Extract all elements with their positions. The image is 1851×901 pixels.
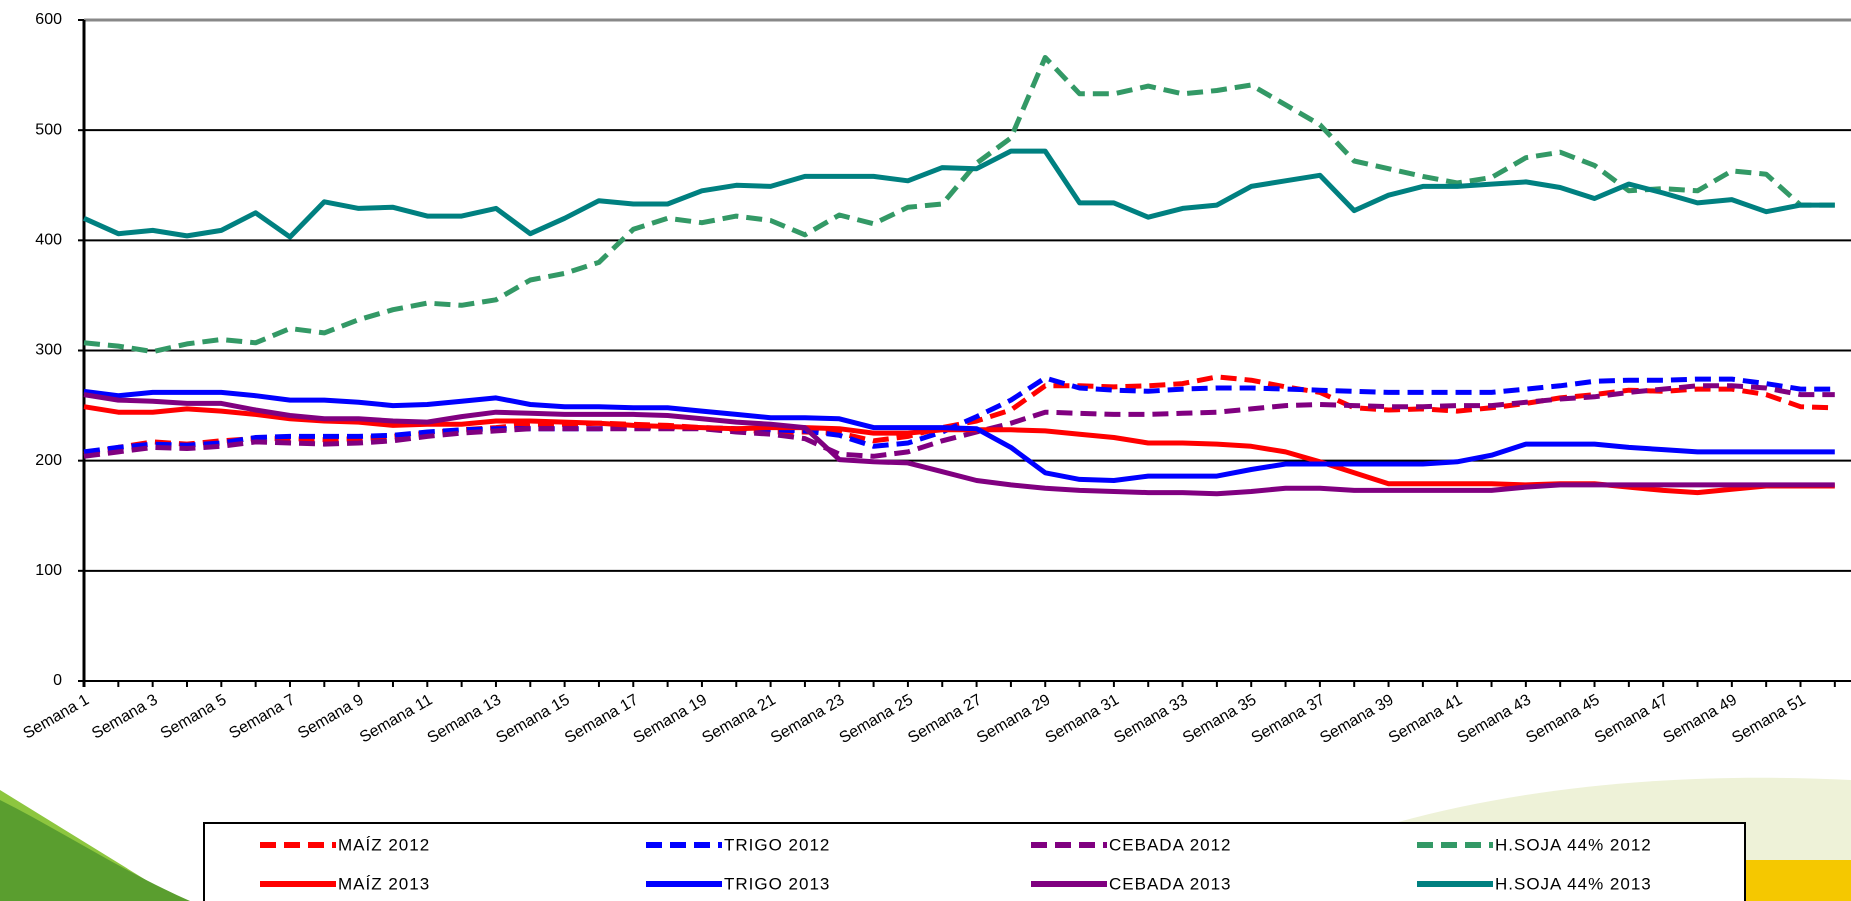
legend-label: CEBADA 2012 (1109, 835, 1232, 854)
legend: MAÍZ 2012 TRIGO 2012 CEBADA 2012 H.SOJA 44%… (203, 822, 1746, 901)
legend-label: TRIGO 2012 (724, 835, 830, 854)
x-tick-label: Semana 21 (699, 691, 778, 747)
x-tick-label: Semana 37 (1249, 691, 1328, 747)
legend-box (203, 822, 1746, 901)
x-tick-label: Semana 33 (1111, 691, 1190, 747)
series-line (83, 55, 1835, 355)
x-tick-label: Semana 35 (1180, 691, 1259, 747)
x-tick-label: Semana 41 (1386, 691, 1465, 747)
x-tick-label: Semana 39 (1317, 691, 1396, 747)
decor-swoosh-dark (0, 800, 190, 901)
x-tick-label: Semana 31 (1043, 691, 1122, 747)
y-tick-label: 0 (53, 672, 62, 689)
x-tick-label: Semana 29 (974, 691, 1053, 747)
x-tick-label: Semana 15 (493, 691, 572, 747)
y-tick-label: 400 (35, 232, 62, 249)
series-line (82, 148, 1835, 240)
x-tick-label: Semana 17 (562, 691, 641, 747)
y-tick-label: 200 (35, 452, 62, 469)
x-tick-label: Semana 49 (1661, 691, 1740, 747)
y-tick-label: 500 (35, 121, 62, 138)
x-tick-label: Semana 11 (357, 691, 435, 746)
x-tick-label: Semana 1 (20, 691, 92, 742)
x-tick-label: Semana 19 (631, 691, 710, 747)
legend-label: H.SOJA 44% 2012 (1495, 835, 1652, 854)
x-tick-label: Semana 23 (768, 691, 847, 747)
x-tick-label: Semana 9 (295, 691, 367, 742)
legend-label: CEBADA 2013 (1109, 874, 1232, 893)
y-tick-label: 100 (35, 562, 62, 579)
x-tick-label: Semana 5 (158, 691, 230, 742)
x-tick-label: Semana 45 (1523, 691, 1602, 747)
series-line (83, 383, 1835, 459)
series-line (83, 375, 1835, 455)
x-tick-label: Semana 43 (1455, 691, 1534, 747)
y-tick-label: 300 (35, 342, 62, 359)
series-line (83, 392, 1835, 497)
x-tick-label: Semana 25 (837, 691, 916, 747)
x-tick-label: Semana 47 (1592, 691, 1671, 747)
series-line (83, 388, 1835, 483)
y-tick-label: 600 (35, 11, 62, 28)
legend-label: H.SOJA 44% 2013 (1495, 874, 1652, 893)
legend-label: TRIGO 2013 (724, 874, 830, 893)
legend-label: MAÍZ 2012 (338, 835, 430, 854)
legend-label: MAÍZ 2013 (338, 874, 430, 893)
x-tick-label: Semana 51 (1729, 691, 1808, 747)
decor-yellow (1745, 860, 1851, 901)
x-tick-label: Semana 13 (425, 691, 504, 747)
x-tick-label: Semana 27 (905, 691, 984, 747)
x-tick-label: Semana 7 (226, 691, 298, 742)
x-tick-label: Semana 3 (89, 691, 161, 742)
